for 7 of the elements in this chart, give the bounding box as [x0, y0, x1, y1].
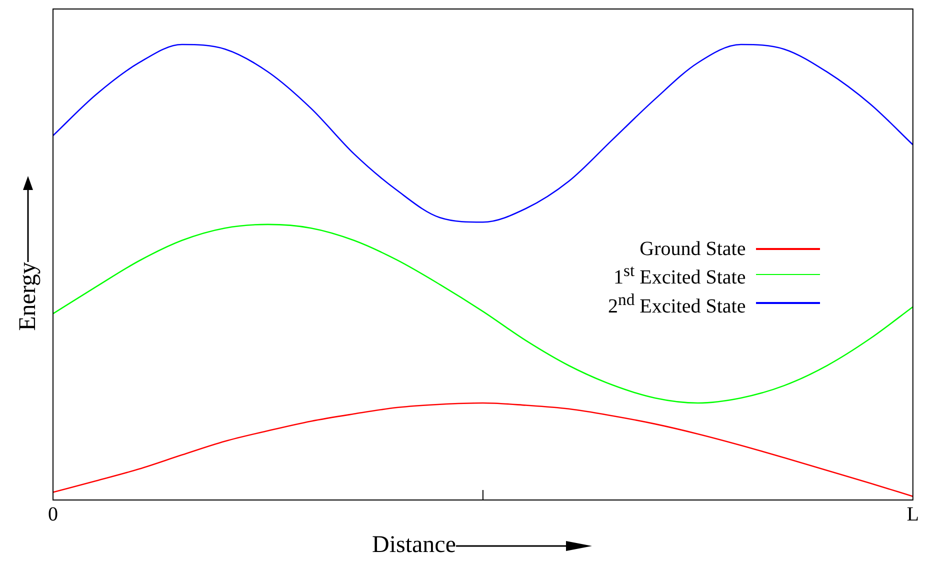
- legend-label: 2$^{nd}$ Excited State: [608, 288, 746, 318]
- legend-label: Ground State: [638, 238, 746, 260]
- legend-label: 1$^{st}$ Excited State: [612, 260, 746, 289]
- x-tick-label: 0: [48, 503, 58, 526]
- x-tick-label: L: [906, 503, 919, 526]
- x-axis-title: Distance: [372, 532, 456, 559]
- y-axis-title: Energy: [14, 262, 42, 331]
